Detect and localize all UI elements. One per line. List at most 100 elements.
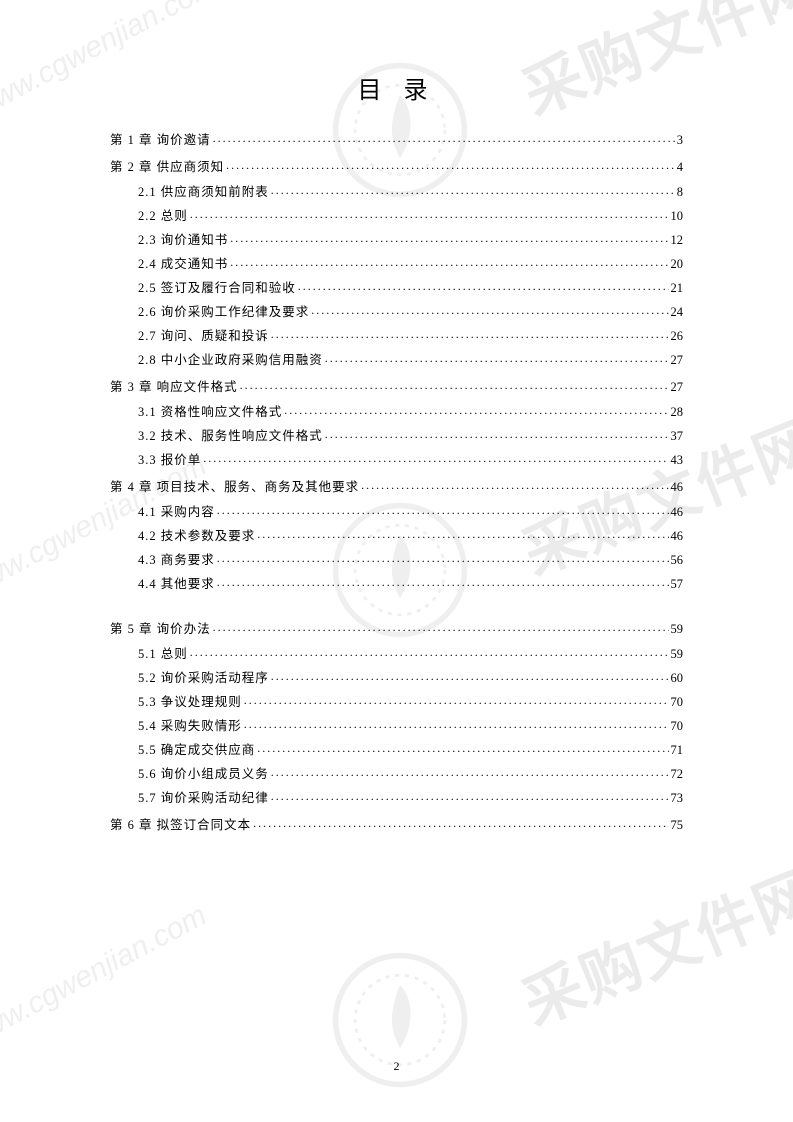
toc-label: 第 5 章 询价办法 [110,623,211,636]
toc-leader-dots [240,378,669,391]
toc-sub-row: 4.1 采购内容 46 [110,503,683,518]
toc-leader-dots [257,527,668,540]
toc-label: 5.1 总则 [110,648,188,661]
toc-page-number: 46 [671,506,684,519]
document-page: www.cgwenjian.com 采购文件网 www.cgwenjian.co… [0,0,793,1122]
toc-page-number: 59 [671,648,684,661]
toc-leader-dots [311,303,668,316]
toc-page-number: 8 [677,186,683,199]
toc-page-number: 70 [671,696,684,709]
toc-leader-dots [253,816,668,829]
toc-label: 第 3 章 响应文件格式 [110,381,238,394]
toc-page-number: 73 [671,792,684,805]
toc-sub-row: 5.1 总则 59 [110,645,683,660]
toc-sub-row: 2.8 中小企业政府采购信用融资27 [110,351,683,366]
toc-leader-dots [271,327,669,340]
toc-chapter-row: 第 4 章 项目技术、服务、商务及其他要求46 [110,478,683,493]
toc-sub-row: 5.5 确定成交供应商71 [110,741,683,756]
toc-label: 第 2 章 供应商须知 [110,161,224,174]
toc-sub-row: 4.3 商务要求 56 [110,551,683,566]
toc-label: 4.4 其他要求 [110,578,215,591]
toc-leader-dots [230,231,668,244]
watermark-cn: 采购文件网 [508,0,793,132]
toc-label: 5.7 询价采购活动纪律 [110,792,269,805]
toc-page-number: 37 [671,430,684,443]
toc-label: 第 4 章 项目技术、服务、商务及其他要求 [110,481,359,494]
toc-title: 目 录 [110,70,683,105]
toc-page-number: 26 [671,330,684,343]
toc-page-number: 10 [671,210,684,223]
toc-leader-dots [361,478,668,491]
watermark-url: www.cgwenjian.com [0,0,222,125]
toc-leader-dots [257,741,668,754]
toc-label: 第 1 章 询价邀请 [110,134,211,147]
toc-label: 第 6 章 拟签订合同文本 [110,819,251,832]
toc-label: 5.4 采购失败情形 [110,720,242,733]
toc-label: 5.2 询价采购活动程序 [110,672,269,685]
toc-leader-dots [213,620,669,633]
toc-page-number: 3 [677,134,683,147]
toc-sub-row: 3.1 资格性响应文件格式 28 [110,403,683,418]
toc-leader-dots [271,669,669,682]
toc-sub-row: 5.6 询价小组成员义务72 [110,765,683,780]
toc-label: 2.5 签订及履行合同和验收 [110,282,296,295]
toc-chapter-row: 第 3 章 响应文件格式 27 [110,378,683,393]
toc-leader-dots [190,207,669,220]
toc-sub-row: 2.5 签订及履行合同和验收21 [110,279,683,294]
toc-leader-dots [325,351,669,364]
toc-sub-row: 3.2 技术、服务性响应文件格式 37 [110,427,683,442]
toc-sub-row: 3.3 报价单 43 [110,451,683,466]
toc-label: 5.6 询价小组成员义务 [110,768,269,781]
toc-label: 3.2 技术、服务性响应文件格式 [110,430,323,443]
toc-sub-row: 2.3 询价通知书 12 [110,231,683,246]
toc-sub-row: 5.7 询价采购活动纪律 73 [110,789,683,804]
toc-page-number: 28 [671,406,684,419]
toc-label: 4.1 采购内容 [110,506,215,519]
toc-sub-row: 2.7 询问、质疑和投诉 26 [110,327,683,342]
toc-leader-dots [230,255,668,268]
toc-page-number: 4 [677,161,683,174]
toc-leader-dots [325,427,669,440]
page-number: 2 [0,1059,793,1074]
toc-page-number: 75 [671,819,684,832]
toc-leader-dots [244,717,669,730]
toc-page-number: 27 [671,381,684,394]
toc-page-number: 56 [671,554,684,567]
watermark-url: www.cgwenjian.com [0,899,212,1056]
toc-chapter-row: 第 1 章 询价邀请 3 [110,131,683,146]
toc-label: 5.5 确定成交供应商 [110,744,255,757]
toc-label: 3.3 报价单 [110,454,201,467]
toc-page-number: 20 [671,258,684,271]
toc-page-number: 12 [671,234,684,247]
toc-sub-row: 5.3 争议处理规则 70 [110,693,683,708]
toc-chapter-row: 第 2 章 供应商须知 4 [110,158,683,173]
toc-page-number: 24 [671,306,684,319]
toc-label: 2.6 询价采购工作纪律及要求 [110,306,309,319]
toc-sub-row: 5.4 采购失败情形 70 [110,717,683,732]
toc-label: 5.3 争议处理规则 [110,696,242,709]
toc-page-number: 43 [671,454,684,467]
toc-chapter-row: 第 5 章 询价办法59 [110,620,683,635]
toc-label: 4.2 技术参数及要求 [110,530,255,543]
toc-sub-row: 2.4 成交通知书20 [110,255,683,270]
toc-label: 4.3 商务要求 [110,554,215,567]
toc-page-number: 57 [671,578,684,591]
toc-page-number: 70 [671,720,684,733]
toc-sub-row: 4.4 其他要求 57 [110,575,683,590]
toc-page-number: 60 [671,672,684,685]
toc-list: 第 1 章 询价邀请 3 第 2 章 供应商须知 4 2.1 供应商须知前附表 8 2.2 … [110,131,683,831]
toc-sub-row: 2.6 询价采购工作纪律及要求 24 [110,303,683,318]
toc-label: 2.3 询价通知书 [110,234,228,247]
toc-label: 2.1 供应商须知前附表 [110,186,269,199]
toc-leader-dots [217,551,669,564]
toc-sub-row: 2.2 总则10 [110,207,683,222]
toc-label: 3.1 资格性响应文件格式 [110,406,282,419]
toc-leader-dots [203,451,668,464]
toc-leader-dots [244,693,669,706]
toc-leader-dots [217,575,669,588]
toc-leader-dots [271,789,669,802]
toc-label: 2.7 询问、质疑和投诉 [110,330,269,343]
toc-leader-dots [271,183,675,196]
toc-leader-dots [217,503,669,516]
toc-sub-row: 5.2 询价采购活动程序 60 [110,669,683,684]
